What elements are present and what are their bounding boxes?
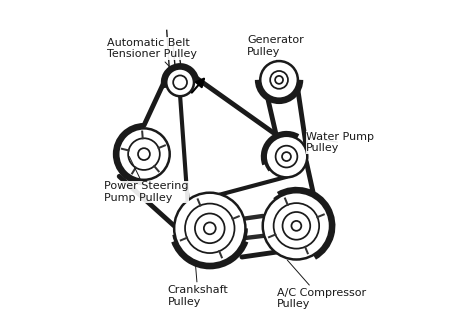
Text: Power Steering
Pump Pulley: Power Steering Pump Pulley — [104, 156, 189, 203]
Circle shape — [260, 61, 298, 99]
Circle shape — [266, 136, 307, 177]
Text: A/C Compressor
Pulley: A/C Compressor Pulley — [277, 260, 366, 309]
Circle shape — [174, 193, 246, 264]
Text: Automatic Belt
Tensioner Pulley: Automatic Belt Tensioner Pulley — [107, 38, 197, 68]
Circle shape — [166, 69, 194, 96]
Circle shape — [118, 128, 170, 180]
Text: Crankshaft
Pulley: Crankshaft Pulley — [168, 261, 228, 307]
Text: Water Pump
Pulley: Water Pump Pulley — [306, 132, 374, 153]
Circle shape — [263, 192, 330, 259]
Text: Generator
Pulley: Generator Pulley — [247, 35, 304, 61]
